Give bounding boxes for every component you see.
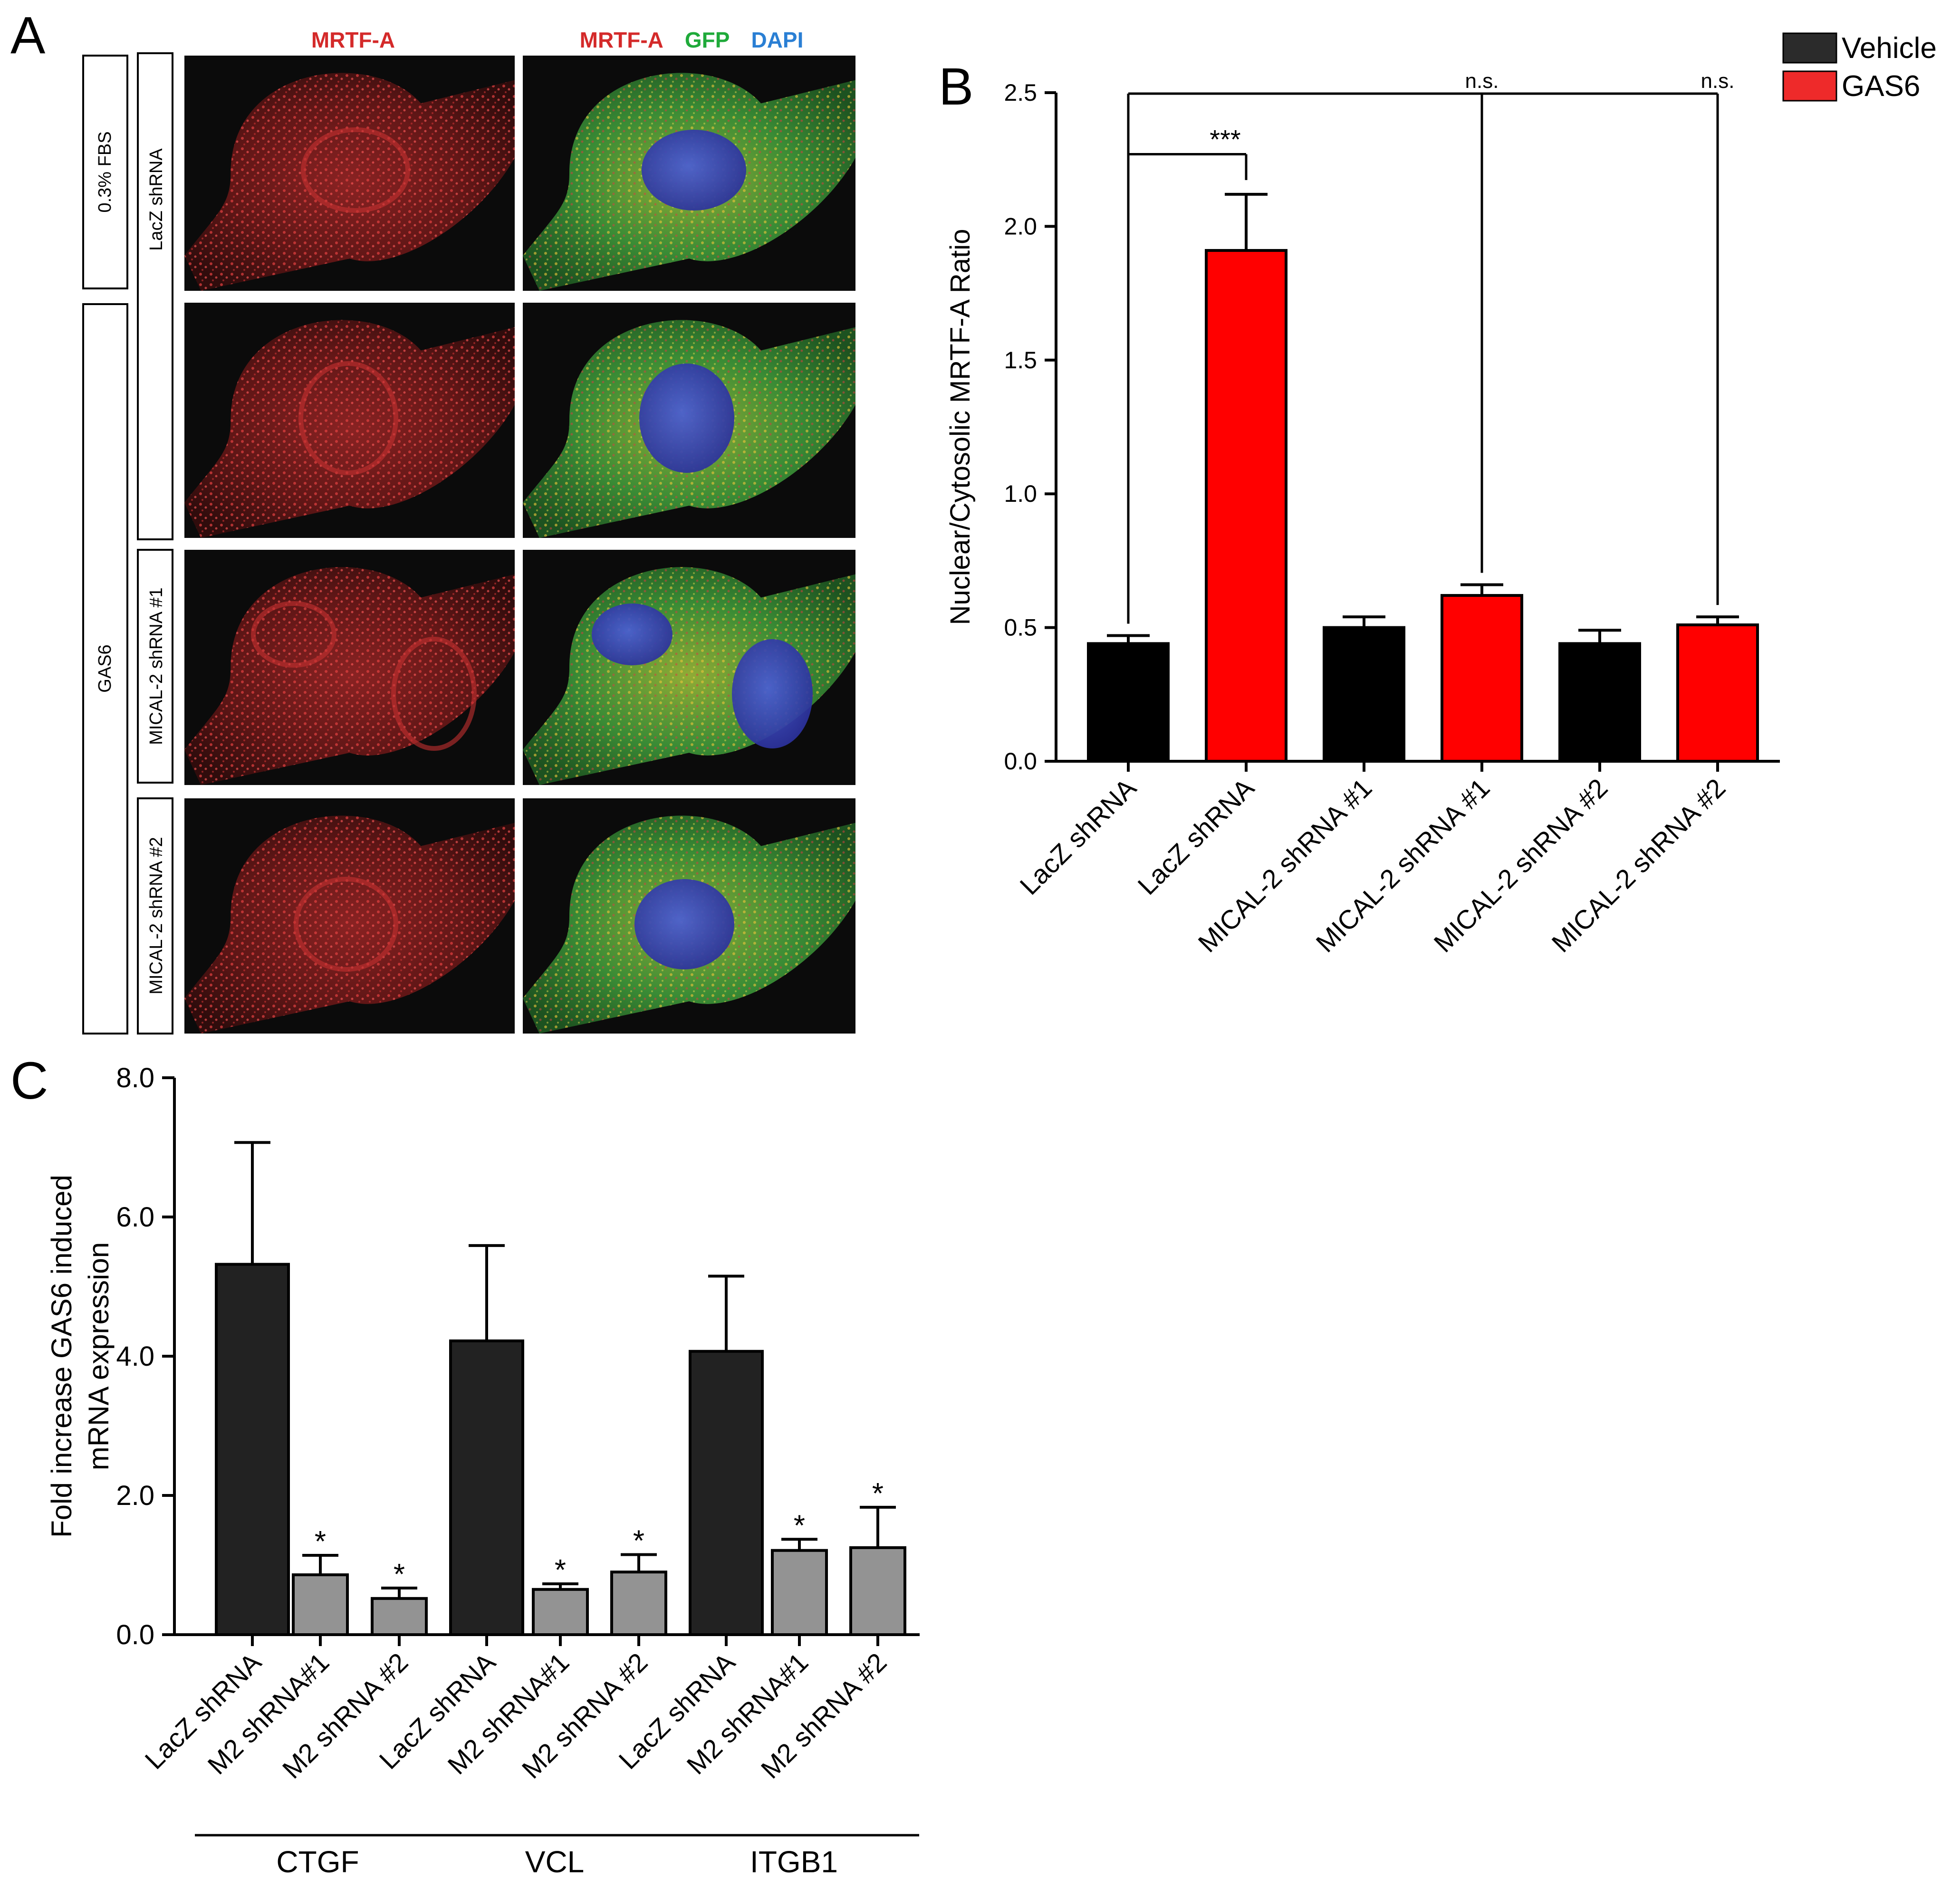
group-label: VCL <box>525 1845 585 1879</box>
shrna-label-m1: MICAL-2 shRNA #1 <box>146 587 166 745</box>
shrna-box-m2 <box>137 797 173 1034</box>
x-tick-label: LacZ shRNA <box>1014 772 1142 900</box>
shrna-box-lacz <box>137 52 173 540</box>
cell-texture <box>184 567 515 785</box>
nucleus-outline <box>391 637 477 751</box>
legend-swatch <box>1782 70 1837 102</box>
condition-box-gas6 <box>82 303 128 1034</box>
nucleus <box>639 364 734 473</box>
significance-star: * <box>394 1558 405 1591</box>
nucleus-outline <box>294 877 398 972</box>
y-tick-label: 8.0 <box>116 1063 154 1093</box>
bar <box>1087 642 1170 763</box>
group-label: CTGF <box>276 1845 359 1879</box>
bar <box>849 1546 906 1636</box>
panel-b: B 0.0 0.5 1.0 1.5 2.0 2.5 Nuclear/Cytosolic MR… <box>939 32 1937 958</box>
column-header-left: MRTF-A <box>311 28 395 52</box>
nucleus <box>592 603 673 665</box>
panel-c-letter: C <box>10 1052 48 1110</box>
y-tick-label: 6.0 <box>116 1202 154 1233</box>
y-tick-label: 1.5 <box>1004 347 1037 374</box>
significance-ns: n.s. <box>1465 69 1499 93</box>
y-axis-label: mRNA expression <box>83 1242 115 1470</box>
legend-swatch <box>1782 32 1837 64</box>
y-tick-label: 1.0 <box>1004 480 1037 507</box>
bar <box>292 1573 349 1637</box>
nucleus <box>634 879 734 969</box>
header-gfp: GFP <box>685 28 730 52</box>
bar <box>610 1571 667 1636</box>
y-tick-label: 0.0 <box>1004 748 1037 775</box>
header-dapi: DAPI <box>751 28 803 52</box>
panel-a-letter: A <box>10 6 46 65</box>
group-label: ITGB1 <box>750 1845 838 1879</box>
panel-a: A MRTF-A MRTF-A GFP DAPI 0.3% FBS GAS6 Lac… <box>10 6 855 1034</box>
bar <box>1441 594 1523 763</box>
y-axis-label: Fold increase GAS6 induced <box>46 1175 77 1538</box>
y-tick-label: 2.5 <box>1004 79 1037 106</box>
condition-label-fbs: 0.3% FBS <box>95 131 115 212</box>
y-axis-label: Nuclear/Cytosolic MRTF-A Ratio <box>945 229 976 625</box>
significance-star: * <box>315 1525 326 1558</box>
micrograph-grid <box>184 56 855 1034</box>
condition-label-gas6: GAS6 <box>95 644 115 692</box>
bar <box>371 1597 428 1637</box>
panel-c: C 0.0 2.0 4.0 6.0 8.0 Fold increase GAS6 indu… <box>10 1052 920 1879</box>
significance-star: * <box>633 1525 644 1558</box>
bar <box>1205 249 1287 763</box>
chart-c: 0.0 2.0 4.0 6.0 8.0 Fold increase GAS6 induce… <box>46 1063 920 1879</box>
bar <box>215 1263 290 1637</box>
y-tick-label: 0.0 <box>116 1619 154 1650</box>
cell-texture <box>184 815 515 1034</box>
chart-b: 0.0 0.5 1.0 1.5 2.0 2.5 Nuclear/Cytosolic MRTF… <box>945 32 1937 958</box>
nucleus <box>642 130 746 211</box>
panel-b-letter: B <box>939 57 973 116</box>
significance-star: * <box>794 1509 805 1542</box>
shrna-label-m2: MICAL-2 shRNA #2 <box>146 837 166 995</box>
cell-texture <box>184 320 515 538</box>
nucleus <box>732 639 813 748</box>
y-tick-label: 2.0 <box>1004 213 1037 239</box>
significance-star: * <box>872 1477 884 1510</box>
nucleus-outline <box>251 601 336 668</box>
nucleus-outline <box>298 361 398 475</box>
bar <box>771 1549 828 1637</box>
bar <box>1676 623 1759 763</box>
shrna-box-m1 <box>137 549 173 784</box>
significance-star: * <box>555 1554 566 1587</box>
x-tick-label: LacZ shRNA <box>1132 772 1259 900</box>
cell-texture <box>184 73 515 291</box>
shrna-label-lacz: LacZ shRNA <box>146 148 166 251</box>
condition-box-fbs <box>82 55 128 289</box>
bar <box>1323 626 1405 763</box>
legend-label: Vehicle <box>1842 32 1937 65</box>
column-header-right: MRTF-A GFP DAPI <box>580 28 804 52</box>
bar <box>1558 642 1641 763</box>
header-mrtfa: MRTF-A <box>580 28 663 52</box>
significance-main: *** <box>1210 124 1240 154</box>
legend-label: GAS6 <box>1842 70 1920 103</box>
y-tick-label: 2.0 <box>116 1480 154 1511</box>
y-tick-label: 0.5 <box>1004 614 1037 641</box>
bar <box>532 1588 589 1636</box>
x-tick-label: LacZ shRNA <box>139 1647 267 1774</box>
bar <box>689 1350 764 1637</box>
y-tick-label: 4.0 <box>116 1341 154 1372</box>
significance-ns: n.s. <box>1701 69 1735 93</box>
nucleus-outline <box>301 127 410 213</box>
bar <box>449 1339 524 1636</box>
